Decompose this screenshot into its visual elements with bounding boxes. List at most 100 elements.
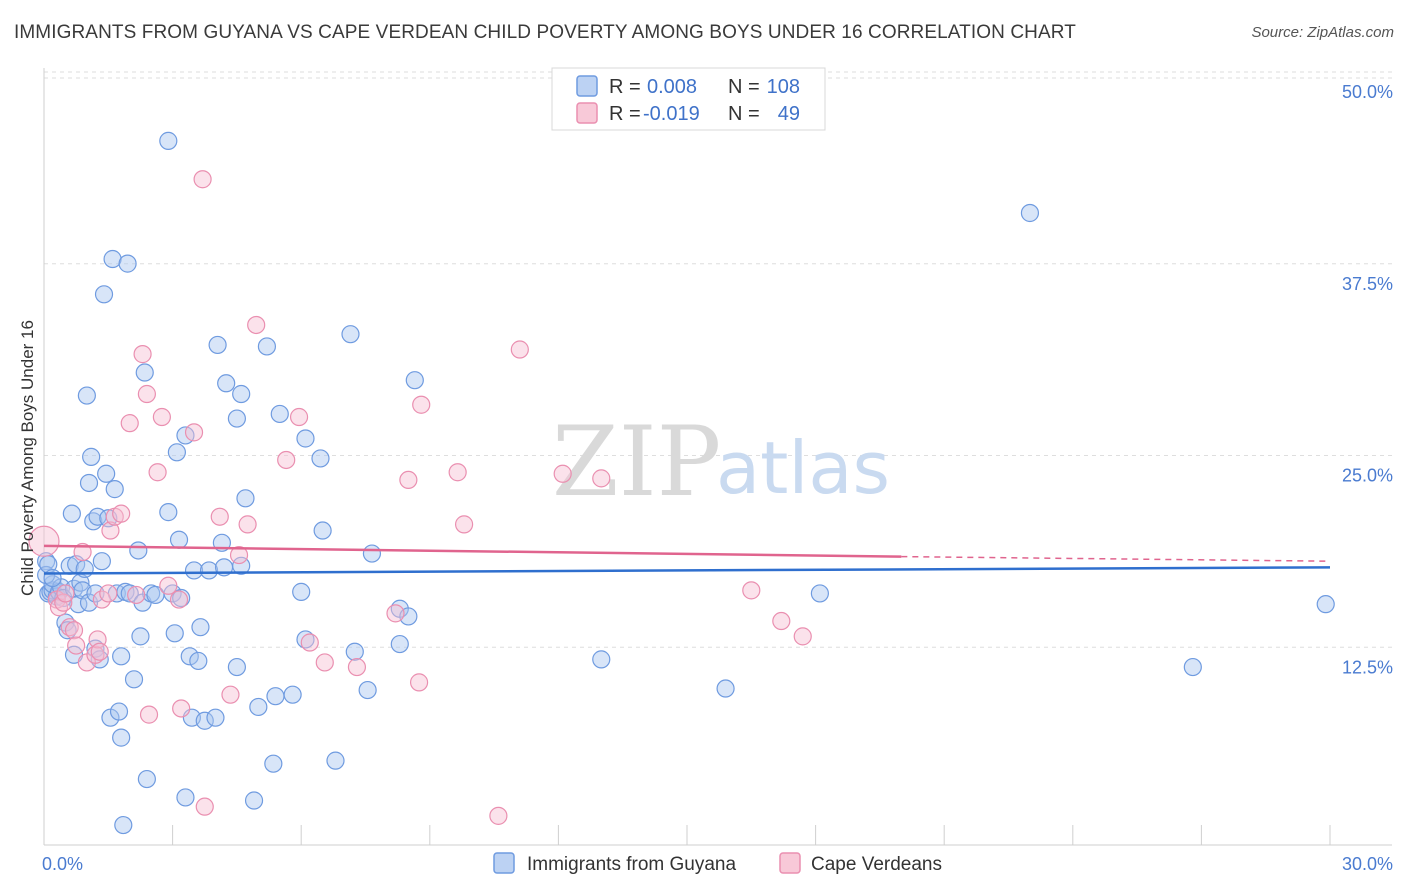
point-cape-verdean (277, 450, 296, 470)
trend-line-cape-verdean-extension (901, 555, 1331, 562)
point-cape-verdean (247, 315, 266, 335)
legend-r-label-guyana: R = (609, 76, 641, 98)
point-cape-verdean (73, 542, 92, 562)
point-guyana (165, 624, 184, 643)
point-guyana (92, 552, 111, 571)
point-cape-verdean (489, 806, 508, 825)
point-guyana (1316, 595, 1335, 614)
legend-r-value-cape: -0.019 (643, 103, 700, 125)
series-legend-swatch-guyana (493, 852, 515, 874)
legend-swatch-guyana (576, 75, 598, 97)
point-guyana (227, 409, 246, 428)
point-cape-verdean (148, 463, 167, 482)
point-cape-verdean (90, 642, 109, 661)
point-cape-verdean (152, 407, 171, 427)
point-guyana (62, 504, 81, 523)
point-cape-verdean (120, 414, 139, 433)
y-tick-label: 50.0% (1342, 82, 1393, 102)
point-guyana (184, 561, 204, 580)
point-guyana (199, 561, 219, 580)
point-guyana (58, 621, 77, 640)
point-guyana (244, 791, 264, 810)
point-guyana (114, 815, 133, 835)
series-legend-label-guyana: Immigrants from Guyana (527, 854, 736, 875)
legend-n-value-cape: 49 (778, 103, 800, 125)
point-guyana (390, 634, 409, 654)
legend-swatch-cape (576, 102, 598, 124)
point-cape-verdean (127, 585, 146, 605)
point-guyana (112, 728, 131, 747)
point-cape-verdean (169, 590, 189, 609)
point-cape-verdean (742, 581, 761, 600)
point-guyana (257, 337, 277, 356)
watermark-atlas: atlas (716, 426, 890, 510)
point-cape-verdean (195, 797, 214, 816)
point-guyana (97, 464, 116, 483)
point-cape-verdean (139, 705, 159, 724)
point-cape-verdean (448, 463, 467, 482)
point-guyana (249, 697, 268, 717)
point-cape-verdean (347, 657, 367, 677)
point-guyana (195, 711, 214, 730)
point-cape-verdean (386, 604, 405, 623)
point-cape-verdean (510, 340, 529, 359)
point-guyana (232, 556, 251, 575)
point-cape-verdean (409, 673, 429, 692)
point-guyana (167, 443, 186, 462)
point-cape-verdean (56, 584, 75, 603)
point-cape-verdean (101, 521, 120, 540)
point-cape-verdean (133, 345, 152, 364)
legend-n-label-guyana: N = (728, 76, 760, 98)
watermark: ZIP atlas (552, 406, 890, 518)
point-guyana (296, 429, 315, 448)
series-legend-label-cape: Cape Verdeans (811, 854, 942, 875)
point-guyana (189, 651, 208, 671)
point-cape-verdean (553, 464, 572, 483)
legend-n-label-cape: N = (728, 103, 760, 125)
point-cape-verdean (229, 545, 249, 565)
point-guyana (191, 618, 210, 637)
point-guyana (124, 670, 144, 689)
legend-r-value-guyana: 0.008 (647, 76, 697, 98)
point-guyana (270, 404, 289, 424)
point-guyana (236, 489, 255, 508)
point-cape-verdean (412, 395, 431, 414)
point-guyana (120, 584, 139, 603)
point-guyana (810, 584, 829, 603)
point-cape-verdean (210, 507, 229, 526)
point-guyana (405, 371, 424, 390)
axes: 12.5% 25.0% 37.5% 50.0% 0.0% 30.0% (42, 68, 1393, 874)
point-guyana (159, 503, 178, 522)
point-guyana (135, 363, 154, 382)
point-guyana (1020, 203, 1040, 223)
point-guyana (43, 568, 62, 588)
y-tick-label: 25.0% (1342, 466, 1393, 486)
point-cape-verdean (64, 621, 84, 640)
point-guyana (176, 788, 195, 807)
point-cape-verdean (99, 584, 118, 603)
point-guyana (358, 680, 377, 700)
point-guyana (292, 582, 311, 601)
chart-title: IMMIGRANTS FROM GUYANA VS CAPE VERDEAN C… (14, 22, 1076, 43)
point-cape-verdean (772, 611, 791, 631)
point-guyana (206, 708, 225, 727)
point-cape-verdean (67, 636, 86, 655)
y-tick-label: 12.5% (1342, 657, 1393, 677)
point-guyana (137, 769, 156, 789)
y-tick-label: 37.5% (1342, 274, 1393, 294)
point-guyana (345, 642, 364, 661)
point-cape-verdean (137, 384, 156, 404)
point-cape-verdean (315, 653, 334, 672)
data-points (28, 131, 1335, 835)
point-guyana (362, 544, 382, 563)
point-guyana (79, 473, 99, 493)
point-cape-verdean (300, 633, 319, 652)
point-guyana (326, 751, 345, 770)
point-cape-verdean (112, 504, 131, 523)
point-guyana (169, 530, 189, 549)
point-cape-verdean (793, 627, 812, 646)
stats-legend: R = 0.008 N = 108 R = -0.019 N = 49 (551, 67, 826, 131)
point-guyana (716, 679, 735, 698)
point-guyana (105, 480, 124, 499)
point-guyana (208, 335, 227, 355)
